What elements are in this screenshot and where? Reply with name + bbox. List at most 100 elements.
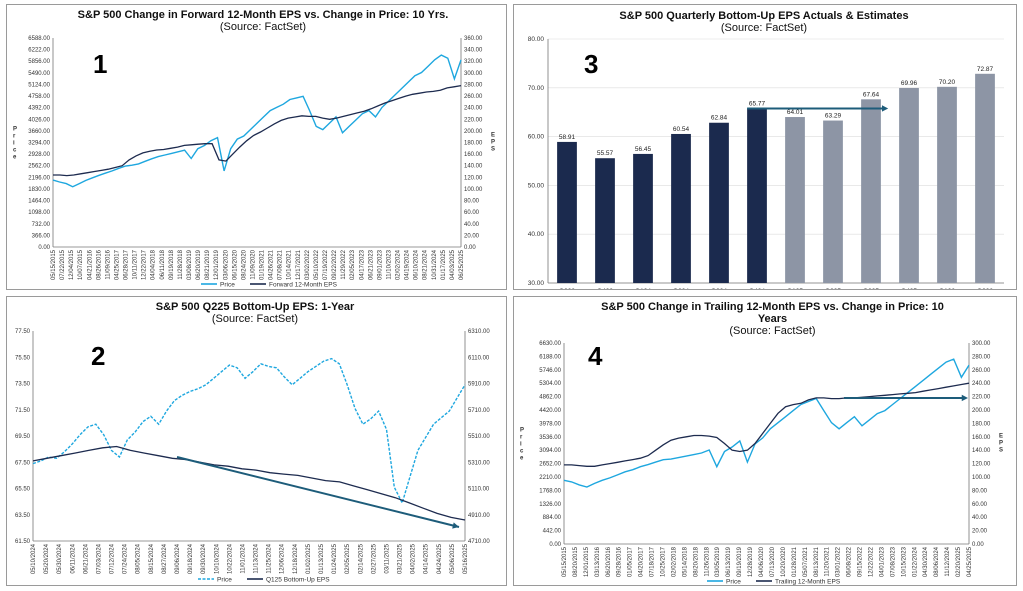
chart-1-subtitle: (Source: FactSet) — [220, 21, 306, 33]
chart-1-x-tick: 08/21/2019 — [205, 249, 211, 280]
chart-1-x-tick: 06/20/2019 — [196, 249, 202, 280]
chart-4-x-tick: 07/13/2020 — [770, 546, 776, 577]
chart-1-yright-tick: 320.00 — [464, 59, 483, 65]
chart-panel-2: S&P 500 Q225 Bottom-Up EPS: 1-Year (Sourc… — [6, 296, 507, 586]
chart-1-yleft-tick: 732.00 — [32, 222, 51, 228]
chart-3-y-tick: 30.00 — [528, 280, 545, 287]
chart-4-yleft-tick: 884.00 — [543, 515, 562, 521]
chart-2-yleft-tick: 71.50 — [15, 408, 31, 414]
chart-1-x-tick: 04/21/2016 — [87, 249, 93, 280]
chart-3-y-tick: 80.00 — [528, 36, 545, 43]
chart-2-x-tick: 02/14/2025 — [358, 543, 364, 574]
chart-4-yright-tick: 20.00 — [972, 529, 988, 535]
chart-3-bar-q124 — [633, 153, 653, 283]
chart-4-yright-tick: 200.00 — [972, 408, 991, 414]
chart-1-x-tick: 12/01/2019 — [214, 249, 220, 280]
chart-4-yleft-tick: 3094.00 — [539, 448, 561, 454]
chart-3-data-label: 62.84 — [711, 115, 728, 122]
chart-1-x-tick: 03/06/2020 — [223, 249, 229, 280]
chart-4-x-tick: 01/05/2017 — [628, 546, 634, 577]
chart-1-x-tick: 03/08/2019 — [187, 249, 193, 280]
chart-1-x-tick: 08/21/2024 — [423, 249, 429, 280]
chart-2-series-0-line — [32, 357, 466, 505]
chart-4-x-tick: 01/28/2021 — [792, 546, 798, 577]
chart-2-trend-arrow-line — [176, 456, 460, 528]
chart-2-x-tick: 11/25/2024 — [267, 543, 273, 573]
chart-1-yleft-tick: 1464.00 — [28, 199, 50, 205]
chart-4-yright-tick: 220.00 — [972, 395, 991, 401]
chart-1-x-tick: 02/05/2023 — [350, 249, 356, 280]
chart-4-yleft-tick: 3536.00 — [539, 435, 561, 441]
chart-1-yleft-tick: 2928.00 — [28, 152, 50, 158]
chart-1-yleft-tick: 5124.00 — [28, 82, 50, 88]
chart-3-data-label: 58.91 — [559, 134, 576, 141]
chart-1-yright-tick: 20.00 — [464, 233, 480, 239]
chart-4-yleft-tick: 442.00 — [543, 529, 562, 535]
chart-4-series-1-line — [564, 382, 970, 467]
chart-1-x-tick: 12/22/2017 — [142, 249, 148, 280]
chart-1-yright-tick: 240.00 — [464, 106, 483, 112]
chart-3-x-tick: Q325 — [863, 288, 879, 289]
chart-2-x-tick: 01/13/2025 — [319, 543, 325, 574]
chart-1-x-tick: 07/22/2015 — [60, 249, 66, 280]
chart-1-x-tick: 07/08/2021 — [278, 249, 284, 280]
chart-3-x-tick: Q425 — [901, 288, 917, 289]
chart-1-yleft-tick: 3660.00 — [28, 129, 50, 135]
chart-1-x-tick: 11/28/2018 — [178, 249, 184, 279]
chart-2-yright-tick: 4910.00 — [468, 513, 490, 519]
chart-1-x-tick: 06/25/2025 — [459, 249, 465, 280]
chart-4-x-tick: 08/20/2015 — [573, 546, 579, 577]
chart-1-yleft-tick: 366.00 — [32, 233, 51, 239]
chart-1-yleft-tick: 5490.00 — [28, 71, 50, 77]
chart-1-x-tick: 10/11/2017 — [133, 249, 139, 279]
chart-1-x-tick: 01/19/2021 — [260, 249, 266, 280]
chart-3-y-tick: 60.00 — [528, 134, 545, 141]
chart-1-x-tick: 05/15/2015 — [51, 249, 57, 280]
chart-2-x-tick: 04/02/2025 — [411, 543, 417, 574]
chart-1-yright-tick: 0.00 — [464, 245, 476, 251]
chart-3-x-tick: Q423 — [597, 288, 613, 289]
chart-4-x-tick: 09/15/2022 — [858, 546, 864, 577]
chart-3-x-tick: Q125 — [787, 288, 803, 289]
chart-2-x-tick: 09/06/2024 — [175, 543, 181, 574]
chart-1-yright-tick: 260.00 — [464, 94, 483, 100]
chart-4-yleft-tick: 6188.00 — [539, 354, 561, 360]
chart-4-x-tick: 09/19/2019 — [737, 546, 743, 577]
chart-2-yright-tick: 6110.00 — [468, 355, 490, 361]
chart-1-x-tick: 01/17/2025 — [441, 249, 447, 280]
chart-3-bar-q126 — [937, 86, 957, 283]
chart-1-x-tick: 04/17/2023 — [359, 249, 365, 280]
chart-2-title: S&P 500 Q225 Bottom-Up EPS: 1-Year — [156, 301, 355, 313]
chart-1-yright-tick: 80.00 — [464, 199, 480, 205]
chart-3-data-label: 70.20 — [939, 79, 956, 86]
chart-4-x-tick: 04/01/2023 — [879, 546, 885, 577]
chart-3-x-tick: Q324 — [711, 288, 727, 289]
chart-2-svg: S&P 500 Q225 Bottom-Up EPS: 1-Year(Sourc… — [15, 301, 490, 584]
chart-3-trend-arrow-head — [881, 105, 889, 112]
chart-2-yright-tick: 4710.00 — [468, 539, 490, 545]
chart-3-data-label: 67.64 — [863, 91, 880, 98]
chart-4-x-tick: 11/20/2021 — [825, 546, 831, 576]
chart-1-yright-tick: 180.00 — [464, 141, 483, 147]
chart-3-svg: S&P 500 Quarterly Bottom-Up EPS Actuals … — [528, 10, 1004, 289]
chart-1-series-0-line — [52, 54, 462, 188]
chart-4-x-tick: 09/28/2016 — [617, 546, 623, 577]
chart-4-x-tick: 10/15/2023 — [901, 546, 907, 577]
chart-panel-4: S&P 500 Change in Trailing 12-Month EPS … — [513, 296, 1017, 586]
chart-1-x-tick: 06/10/2024 — [414, 249, 420, 280]
chart-2-x-tick: 03/11/2025 — [384, 543, 390, 573]
chart-2-yleft-tick: 63.50 — [15, 513, 31, 519]
chart-3-y-tick: 70.00 — [528, 85, 545, 92]
chart-1-series-1-line — [53, 84, 462, 177]
chart-1-x-tick: 10/31/2024 — [432, 249, 438, 280]
chart-1-x-tick: 06/21/2023 — [368, 249, 374, 280]
chart-1-yleft-tick: 2562.00 — [28, 164, 50, 170]
chart-4-yright-tick: 80.00 — [972, 488, 988, 494]
chart-2-yright-tick: 5710.00 — [468, 408, 490, 414]
chart-2-x-tick: 06/21/2024 — [83, 543, 89, 574]
chart-4-x-tick: 06/08/2022 — [847, 546, 853, 577]
chart-1-x-tick: 08/24/2020 — [241, 249, 247, 280]
chart-4-x-tick: 06/13/2019 — [726, 546, 732, 577]
